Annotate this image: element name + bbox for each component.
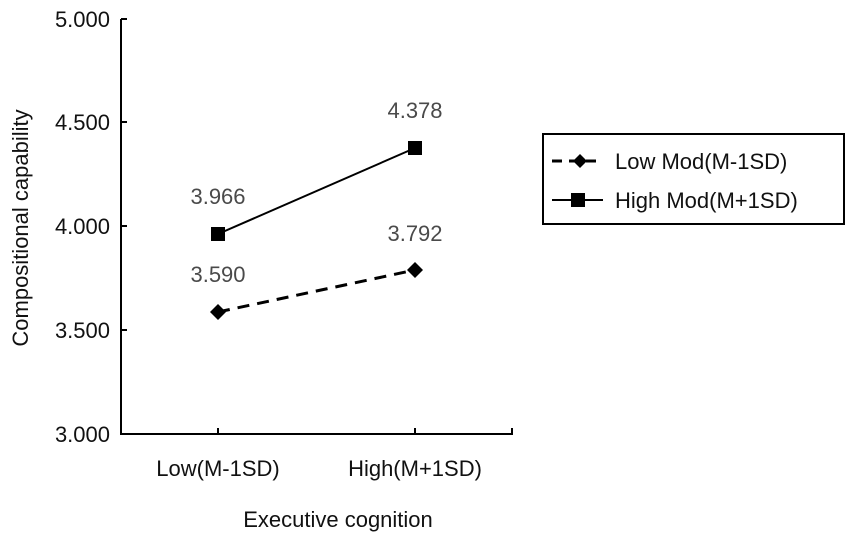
y-tick-label: 5.000 (55, 7, 110, 32)
series-high-mod (211, 141, 422, 241)
y-tick-label: 3.500 (55, 318, 110, 343)
x-axis-ticks (217, 428, 513, 434)
y-tick-label: 4.000 (55, 214, 110, 239)
legend-label: Low Mod(M-1SD) (615, 149, 787, 174)
square-marker (211, 227, 225, 241)
diamond-marker (210, 304, 226, 320)
x-axis-title: Executive cognition (243, 507, 433, 532)
data-label: 3.590 (190, 262, 245, 287)
legend-item-low-mod: Low Mod(M-1SD) (552, 149, 787, 174)
data-label: 3.966 (190, 184, 245, 209)
series-low-mod (210, 262, 423, 320)
y-tick-label: 4.500 (55, 110, 110, 135)
square-icon (571, 193, 585, 207)
square-marker (408, 141, 422, 155)
y-axis-title: Compositional capability (8, 109, 33, 346)
legend-label: High Mod(M+1SD) (615, 188, 798, 213)
legend: Low Mod(M-1SD) High Mod(M+1SD) (542, 133, 845, 225)
y-tick-label: 3.000 (55, 422, 110, 447)
x-tick-label-low: Low(M-1SD) (156, 456, 279, 481)
y-axis-ticks (121, 18, 127, 331)
y-tick-labels: 5.000 4.500 4.000 3.500 3.000 (55, 7, 110, 447)
legend-box (542, 133, 845, 225)
data-label: 4.378 (387, 98, 442, 123)
diamond-icon (573, 154, 587, 168)
x-tick-label-high: High(M+1SD) (348, 456, 482, 481)
legend-item-high-mod: High Mod(M+1SD) (552, 188, 798, 213)
data-label: 3.792 (387, 221, 442, 246)
diamond-marker (407, 262, 423, 278)
